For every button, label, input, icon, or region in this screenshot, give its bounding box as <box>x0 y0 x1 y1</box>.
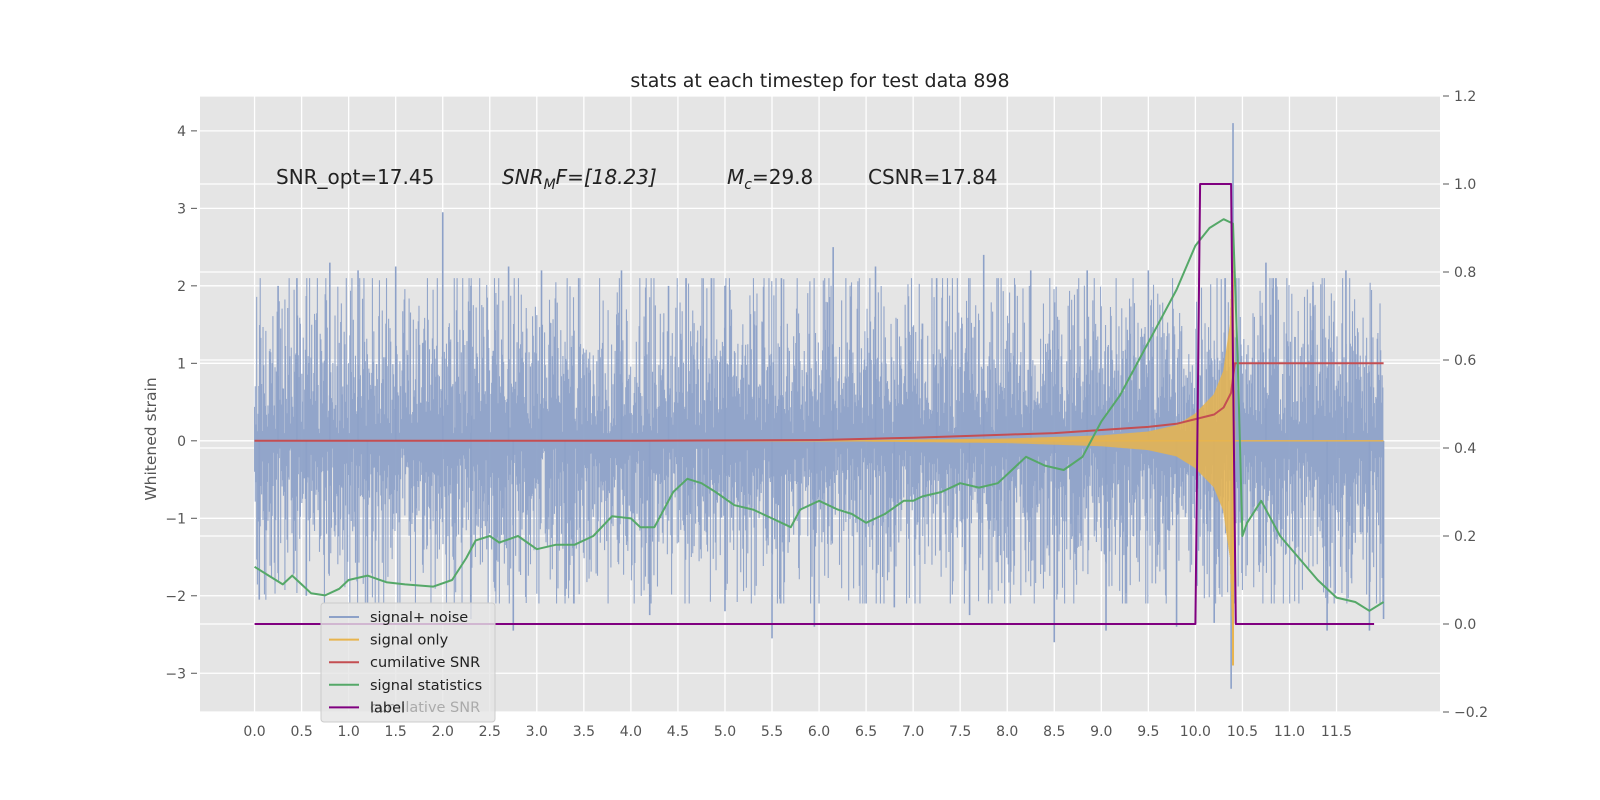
legend-ghost-text: cumilative SNR <box>370 700 480 716</box>
x-tick-label: 2.5 <box>479 724 501 740</box>
series-cumulative-snr <box>254 362 1384 442</box>
legend-label: signal+ noise <box>370 610 468 626</box>
annotation-mc: Mc=29.8 <box>727 165 813 193</box>
legend-entries: signal+ noise signal only cumilative SNR si… <box>329 610 482 716</box>
y-tick-label: 2 <box>177 279 186 295</box>
series-signal-noise <box>254 123 1385 689</box>
legend-label: label <box>370 700 405 716</box>
axis-ticks: 0.0 0.5 1.0 1.5 2.0 2.5 3.0 3.5 4.0 4.5 5.0 5.5 6.0 6… <box>165 89 1488 740</box>
signal-oscillation <box>865 239 1236 643</box>
x-tick-label: 8.0 <box>996 724 1018 740</box>
legend: cumilative SNR signal+ noise signal only c… <box>320 602 496 723</box>
noise-bars <box>254 278 1384 604</box>
x-tick-label: 9.0 <box>1090 724 1112 740</box>
x-tick-label: 5.5 <box>761 724 783 740</box>
y-right-tick-label: −0.2 <box>1454 705 1488 721</box>
x-tick-label: 4.5 <box>667 724 689 740</box>
y-tick-label: −2 <box>165 589 186 605</box>
label-line <box>254 183 1375 625</box>
cumulative-snr-line <box>254 362 1384 442</box>
annotation-snr-mf-main: SNR <box>502 165 544 189</box>
x-tick-label: 3.5 <box>573 724 595 740</box>
annotation-mc-rest: =29.8 <box>752 165 813 189</box>
x-tick-label: 7.0 <box>902 724 924 740</box>
x-tick-label: 10.5 <box>1227 724 1258 740</box>
series-label <box>254 183 1375 625</box>
x-tick-label: 8.5 <box>1043 724 1065 740</box>
x-tick-label: 5.0 <box>714 724 736 740</box>
x-tick-label: 10.0 <box>1180 724 1211 740</box>
y-tick-label: −3 <box>165 666 186 682</box>
x-tick-label: 0.0 <box>243 724 265 740</box>
x-tick-label: 7.5 <box>949 724 971 740</box>
series-signal-statistics <box>254 218 1385 612</box>
legend-box <box>320 602 496 723</box>
annotation-mc-sub: c <box>744 177 752 193</box>
x-tick-label: 9.5 <box>1137 724 1159 740</box>
chart-title: stats at each timestep for test data 898 <box>630 70 1009 92</box>
y-tick-label: 4 <box>177 124 186 140</box>
y-right-tick-label: 0.4 <box>1454 441 1476 457</box>
y-right-tick-label: 1.0 <box>1454 177 1476 193</box>
y-right-tick-label: 0.8 <box>1454 265 1476 281</box>
y-tick-label: 0 <box>177 434 186 450</box>
y-axis-label: Whitened strain <box>142 377 160 500</box>
legend-label: cumilative SNR <box>370 655 480 671</box>
x-tick-label: 6.5 <box>855 724 877 740</box>
x-tick-label: 0.5 <box>290 724 312 740</box>
annotation-snr-opt: SNR_opt=17.45 <box>276 165 434 189</box>
x-tick-label: 11.5 <box>1321 724 1352 740</box>
y-tick-label: 3 <box>177 201 186 217</box>
x-tick-label: 1.0 <box>338 724 360 740</box>
y-right-tick-label: 0.6 <box>1454 353 1476 369</box>
annotation-csnr: CSNR=17.84 <box>868 165 998 189</box>
signal-statistics-line <box>254 218 1385 612</box>
legend-label: signal statistics <box>370 678 482 694</box>
y-right-tick-label: 0.0 <box>1454 617 1476 633</box>
x-tick-label: 11.0 <box>1274 724 1305 740</box>
x-tick-label: 2.0 <box>432 724 454 740</box>
x-tick-label: 6.0 <box>808 724 830 740</box>
y-right-tick-label: 0.2 <box>1454 529 1476 545</box>
annotation-snr-mf: SNRMF=[18.23] <box>502 165 657 193</box>
annotation-snr-mf-rest: F=[18.23] <box>556 165 657 189</box>
y-right-tick-label: 1.2 <box>1454 89 1476 105</box>
annotation-snr-mf-sub: M <box>544 177 556 193</box>
y-tick-label: −1 <box>165 511 186 527</box>
annotation-mc-main: M <box>727 165 744 189</box>
legend-label: signal only <box>370 633 449 649</box>
x-tick-label: 1.5 <box>385 724 407 740</box>
x-tick-label: 4.0 <box>620 724 642 740</box>
x-tick-label: 3.0 <box>526 724 548 740</box>
y-tick-label: 1 <box>177 356 186 372</box>
